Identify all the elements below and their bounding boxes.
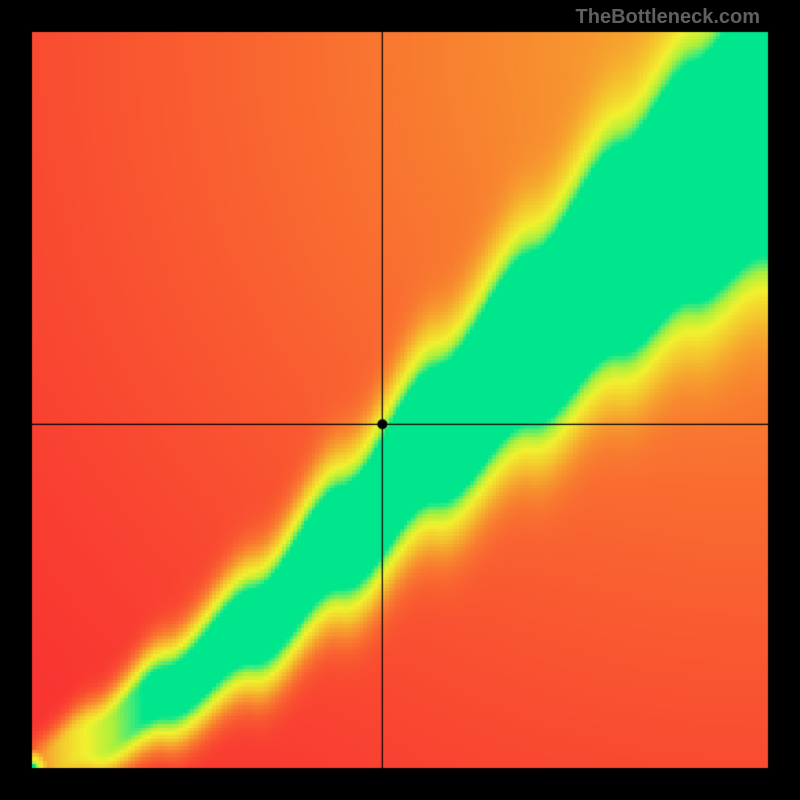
watermark-text: TheBottleneck.com — [576, 6, 760, 29]
bottleneck-heatmap — [0, 0, 800, 800]
chart-container: TheBottleneck.com — [0, 0, 800, 800]
